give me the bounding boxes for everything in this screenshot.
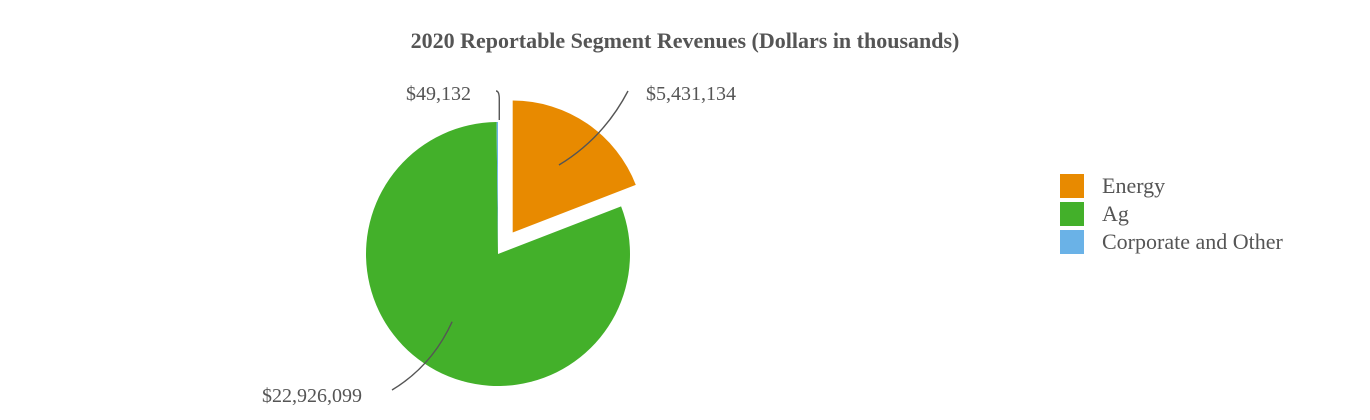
data-label-ag: $22,926,099	[262, 385, 362, 407]
legend-label-energy: Energy	[1102, 173, 1166, 198]
pie-slice-ag[interactable]	[366, 122, 631, 386]
pie-slice-corporate-and-other[interactable]	[496, 122, 498, 254]
legend-swatch-corporate-and-other	[1060, 230, 1084, 254]
pie-slice-energy[interactable]	[512, 100, 636, 233]
leader-line-ag	[391, 321, 453, 391]
leader-line-energy	[558, 90, 629, 166]
legend-item-ag[interactable]: Ag	[1060, 200, 1283, 228]
legend-item-corporate-and-other[interactable]: Corporate and Other	[1060, 228, 1283, 256]
data-label-corporate-and-other: $49,132	[406, 83, 471, 105]
legend: Energy Ag Corporate and Other	[1060, 172, 1283, 256]
data-label-energy: $5,431,134	[646, 83, 736, 105]
legend-label-ag: Ag	[1102, 201, 1129, 226]
legend-swatch-ag	[1060, 202, 1084, 226]
legend-swatch-energy	[1060, 174, 1084, 198]
legend-label-corporate-and-other: Corporate and Other	[1102, 229, 1283, 254]
chart-title: 2020 Reportable Segment Revenues (Dollar…	[410, 28, 960, 53]
leader-line-corporate-and-other	[495, 90, 500, 121]
legend-item-energy[interactable]: Energy	[1060, 172, 1283, 200]
